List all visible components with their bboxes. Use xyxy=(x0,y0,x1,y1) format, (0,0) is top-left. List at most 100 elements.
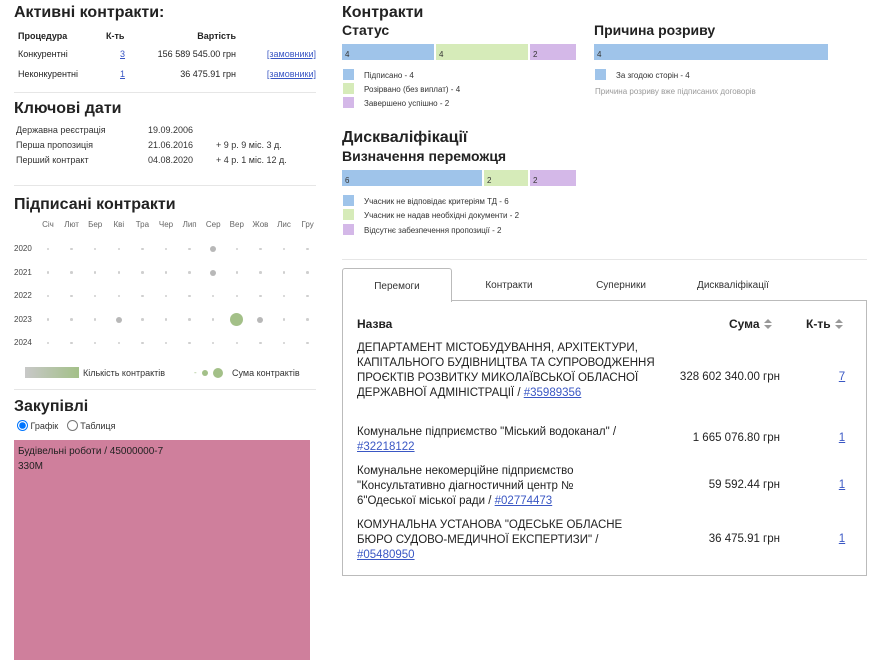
radio-table[interactable] xyxy=(66,420,78,431)
status-bar-terminated[interactable]: 4 xyxy=(436,44,528,60)
sort-icon[interactable] xyxy=(763,319,772,329)
legend-swatch xyxy=(343,195,354,206)
winner-name: Комунальне підприємство "Міський водокан… xyxy=(357,426,617,438)
contract-dot[interactable] xyxy=(115,316,122,323)
winner-selection-title: Визначення переможця xyxy=(342,148,507,164)
contract-dot xyxy=(141,341,144,345)
winner-code-link[interactable]: #05480950 xyxy=(357,549,415,561)
active-contracts-title: Активні контракти: xyxy=(14,4,165,21)
legend-label: Відсутнє забезпечення пропозиції - 2 xyxy=(364,226,502,235)
contract-dot xyxy=(211,294,215,298)
legend-swatch xyxy=(595,69,606,80)
divider xyxy=(342,259,867,260)
contract-dot xyxy=(117,247,121,251)
key-date-row: Перша пропозиція 21.06.2016 + 9 р. 9 міс. … xyxy=(16,140,282,150)
radio-table-label: Таблиця xyxy=(80,421,116,431)
treemap-cell[interactable]: Будівельні роботи / 45000000-7 330M xyxy=(14,440,310,660)
winner-code-link[interactable]: #35989356 xyxy=(523,387,582,399)
status-bar-signed[interactable]: 4 xyxy=(342,44,434,60)
table-row: Комунальне некомерційне підприємство "Ко… xyxy=(357,464,619,509)
procedure-name: Конкурентні xyxy=(18,49,68,59)
legend-label: Завершено успішно - 2 xyxy=(364,99,450,108)
col-sum-header[interactable]: Сума xyxy=(729,317,772,331)
legend-item: За згодою сторін - 4 xyxy=(595,69,690,80)
table-row: КОМУНАЛЬНА УСТАНОВА "ОДЕСЬКЕ ОБЛАСНЕ БЮР… xyxy=(357,518,657,563)
divider xyxy=(14,185,316,186)
contract-dot xyxy=(282,247,286,251)
table-row: ДЕПАРТАМЕНТ МІСТОБУДУВАННЯ, АРХІТЕКТУРИ,… xyxy=(357,341,657,401)
month-label: Вер xyxy=(229,220,244,229)
count-link[interactable]: 1 xyxy=(120,69,126,79)
contract-dot xyxy=(117,341,121,345)
contract-dot xyxy=(188,341,191,345)
year-label: 2022 xyxy=(14,291,32,300)
winner-sum: 59 592.44 грн xyxy=(708,479,780,491)
contracts-title: Контракти xyxy=(342,4,424,21)
status-bar-completed[interactable]: 2 xyxy=(530,44,576,60)
col-count-header[interactable]: К-ть xyxy=(806,317,843,331)
value: 36 475.91 грн xyxy=(180,69,236,79)
contract-dot[interactable] xyxy=(230,313,244,326)
contract-dot xyxy=(46,341,50,345)
contract-dot xyxy=(259,294,262,298)
contract-dot[interactable] xyxy=(210,246,217,252)
tab-contracts[interactable]: Контракти xyxy=(485,280,533,291)
contract-dot xyxy=(70,318,73,321)
contract-dot xyxy=(188,294,191,298)
sort-icon[interactable] xyxy=(834,319,843,329)
treemap-value: 330M xyxy=(18,461,44,472)
divider xyxy=(14,389,316,390)
customers-link[interactable]: [замовники] xyxy=(266,49,316,59)
winner-count-link[interactable]: 7 xyxy=(838,371,846,383)
key-date-label: Перший контракт xyxy=(16,155,89,165)
winner-count-link[interactable]: 1 xyxy=(838,479,846,491)
month-label: Лип xyxy=(182,220,197,229)
contract-dot xyxy=(235,247,239,251)
contract-dot xyxy=(188,271,191,274)
key-date-value: 04.08.2020 xyxy=(148,155,194,165)
count-legend-swatch xyxy=(25,367,79,378)
legend-label: Розірвано (без виплат) - 4 xyxy=(364,85,461,94)
winner-code-link[interactable]: #02774473 xyxy=(494,495,553,507)
disq-bar-documents[interactable]: 2 xyxy=(484,170,528,186)
contract-dot xyxy=(164,271,168,274)
contract-dot[interactable] xyxy=(257,316,264,323)
winner-count-link[interactable]: 1 xyxy=(838,432,846,444)
tab-competitors[interactable]: Суперники xyxy=(596,280,646,291)
key-date-value: 21.06.2016 xyxy=(148,140,194,150)
disqualifications-title: Дискваліфікації xyxy=(342,129,468,146)
small-dot-icon xyxy=(202,370,208,376)
radio-chart[interactable] xyxy=(17,420,28,431)
contract-dot xyxy=(306,271,309,274)
contract-dot xyxy=(70,247,73,251)
customers-link[interactable]: [замовники] xyxy=(266,69,316,79)
contract-dot xyxy=(259,271,262,274)
tab-wins[interactable]: Перемоги xyxy=(342,268,452,302)
winner-count-link[interactable]: 1 xyxy=(838,533,846,545)
disq-bar-security[interactable]: 2 xyxy=(530,170,576,186)
sum-legend-label: Сума контрактів xyxy=(232,368,300,378)
contract-dot xyxy=(117,271,121,274)
contract-dot xyxy=(70,294,73,298)
break-bar-agreement[interactable]: 4 xyxy=(594,44,828,60)
contract-dot xyxy=(164,318,168,321)
contract-dot xyxy=(93,247,97,251)
contract-dot xyxy=(188,318,191,321)
legend-swatch xyxy=(343,69,354,80)
col-name-header[interactable]: Назва xyxy=(357,317,393,331)
procurement-title: Закупівлі xyxy=(14,398,89,415)
disq-bar-criteria[interactable]: 6 xyxy=(342,170,482,186)
count-link[interactable]: 3 xyxy=(120,49,126,59)
month-label: Кві xyxy=(113,220,125,229)
legend-label: Учасник не відповідає критеріям ТД - 6 xyxy=(364,197,509,206)
contract-dot[interactable] xyxy=(210,269,217,276)
tab-disqualifications[interactable]: Дискваліфікації xyxy=(697,280,769,291)
contract-dot xyxy=(46,247,50,251)
active-contracts-table: Процедура К-ть Вартість Конкурентні 3 15… xyxy=(14,28,316,84)
status-title: Статус xyxy=(342,22,390,38)
table-row: Конкурентні 3 156 589 545.00 грн [замовн… xyxy=(14,44,316,64)
contract-dot xyxy=(306,247,309,251)
winner-code-link[interactable]: #32218122 xyxy=(357,441,415,453)
legend-item: Відсутнє забезпечення пропозиції - 2 xyxy=(343,224,501,235)
contract-dot xyxy=(164,247,168,251)
